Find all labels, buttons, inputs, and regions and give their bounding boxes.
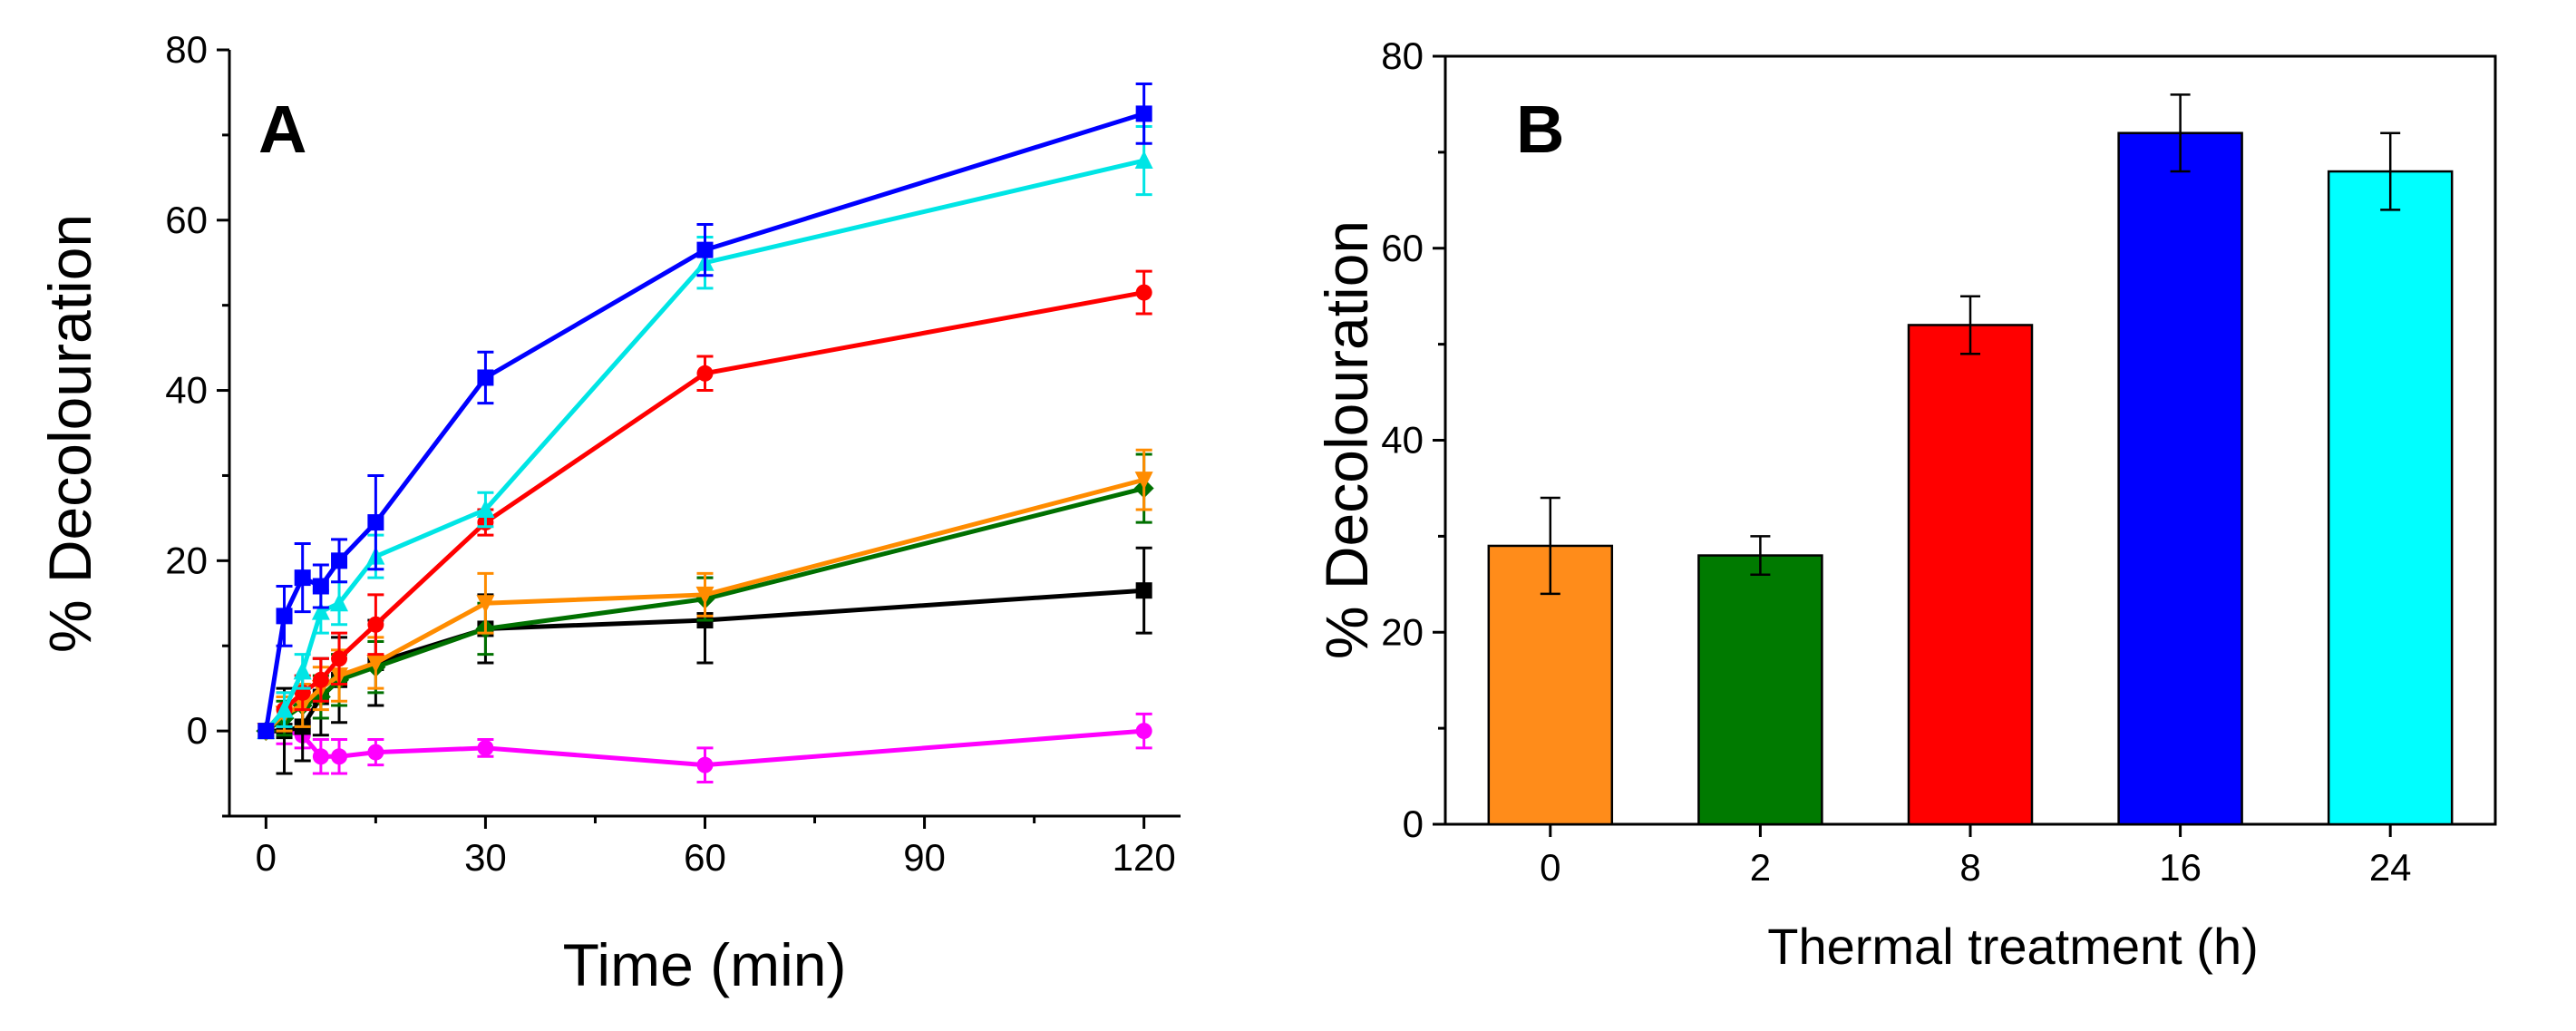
panel-b: 0 20 40 60 80 0 2 8 16 24 B Thermal treatment (h… [1313,34,2497,975]
panel-b-x-tick-label: 8 [1959,846,1980,889]
data-point [331,748,348,765]
data-point [1135,284,1152,301]
data-point [696,241,714,258]
panel-b-label: B [1516,92,1564,167]
panel-a-y-axis-title: % Decolouration [36,214,103,653]
data-point [696,365,714,382]
data-point [275,699,294,718]
series-8-h [258,269,1152,740]
data-point [1135,105,1152,122]
data-point [366,655,385,673]
data-point [1134,472,1153,491]
data-point [696,756,714,773]
data-point [476,595,495,614]
data-point [331,650,348,667]
bar-8h [1907,324,2034,826]
panel-b-x-tick-label: 2 [1750,846,1771,889]
panel-a-label: A [258,92,306,167]
data-point [330,593,349,612]
panel-a-x-tick-label: 120 [1113,836,1176,879]
panel-a-x-axis-title: Time (min) [563,931,847,998]
series-16-h [258,83,1152,740]
panel-a-y-tick-label: 20 [165,539,208,581]
bar-2h [1697,554,1823,826]
data-point [331,552,348,569]
data-point [367,514,384,531]
panel-a-x-tick-label: 0 [256,836,277,879]
panel-b-x-tick-label: 0 [1540,846,1560,889]
data-point [1134,151,1153,170]
panel-b-bars: 0 2 8 16 24 [1487,93,2454,889]
data-point [258,723,275,740]
panel-a-x-tick-label: 30 [464,836,507,879]
panel-a: 0 20 40 60 80 0 30 60 90 120 A Time (min) % Deco… [36,28,1181,998]
data-point [367,616,384,633]
panel-b-x-tick-label: 16 [2159,846,2202,889]
panel-a-plot-area [228,50,1181,818]
bar-24h [2327,170,2454,826]
panel-a-x-ticks: 0 30 60 90 120 [256,816,1176,879]
panel-b-x-axis-title: Thermal treatment (h) [1767,918,2259,975]
panel-b-y-tick-label: 60 [1381,227,1424,269]
data-point [1135,723,1152,740]
data-point [477,369,494,386]
data-point [312,578,329,595]
panel-b-y-tick-label: 80 [1381,34,1424,77]
data-point [695,586,714,605]
data-point [367,744,384,761]
panel-a-y-tick-label: 0 [187,709,208,752]
panel-b-y-axis-title: % Decolouration [1313,220,1380,659]
panel-a-x-tick-label: 90 [903,836,946,879]
data-point [293,661,312,680]
data-point [312,748,329,765]
panel-b-y-tick-label: 0 [1403,802,1424,845]
data-point [276,608,293,625]
panel-a-y-tick-label: 40 [165,369,208,412]
bar-16h [2117,131,2243,826]
data-point [294,569,311,587]
panel-b-x-tick-label: 24 [2369,846,2412,889]
data-point [477,739,494,756]
panel-a-y-tick-label: 60 [165,199,208,241]
data-point [1135,582,1152,599]
data-point [311,601,330,620]
data-point [476,500,495,518]
series-0-h [257,448,1153,742]
panel-a-y-ticks: 0 20 40 60 80 [165,28,229,818]
panel-b-y-tick-label: 40 [1381,419,1424,462]
panel-b-y-ticks: 0 20 40 60 80 [1381,34,1445,845]
data-point [312,671,329,688]
series-no-catalyst [258,712,1152,783]
panel-a-y-tick-label: 80 [165,28,208,71]
panel-a-x-tick-label: 60 [684,836,726,879]
panel-b-y-tick-label: 20 [1381,610,1424,653]
panel-a-series [256,83,1154,783]
